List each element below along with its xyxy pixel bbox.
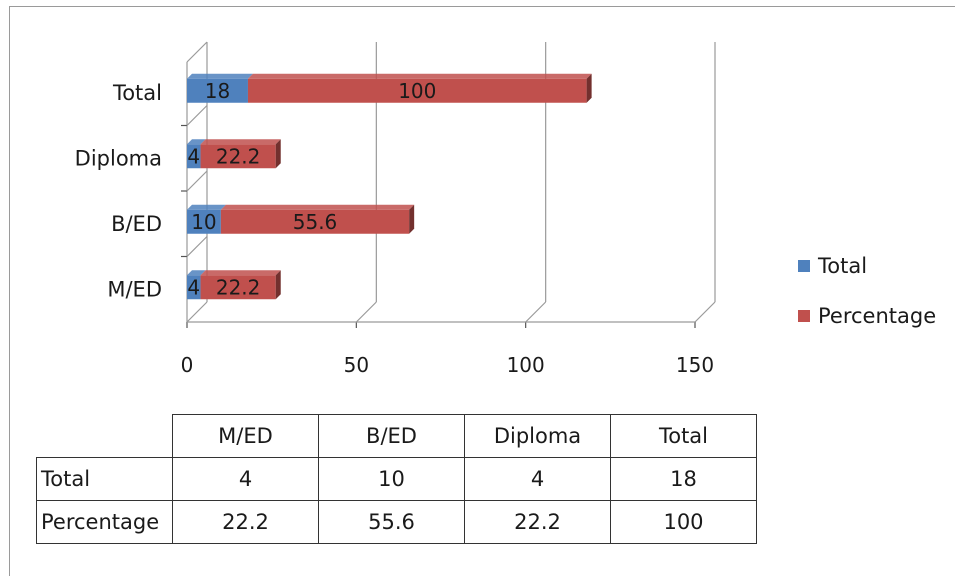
bar-total-b-ed: [187, 209, 221, 234]
chart-legend: Total Percentage: [798, 254, 936, 354]
table-cell: 22.2: [172, 500, 319, 544]
data-label: 55.6: [293, 210, 338, 234]
bar-percentage-m-ed: [200, 275, 276, 300]
grid-line: [694, 301, 716, 323]
bar-percentage-b-ed: [220, 209, 410, 234]
data-table: M/ED B/ED Diploma Total Total 4 10 4 18 …: [36, 414, 757, 544]
bar-top-face: [187, 204, 226, 210]
table-cell: 4: [172, 457, 319, 501]
data-label: 100: [398, 79, 436, 103]
table-row-label: Total: [36, 457, 173, 501]
grid-line: [186, 301, 208, 323]
bar-percentage-diploma: [200, 144, 276, 169]
table-cell: 18: [610, 457, 757, 501]
legend-label-total: Total: [818, 254, 868, 278]
data-label: 18: [205, 79, 230, 103]
grid-line: [186, 105, 208, 126]
bar-top-face: [200, 139, 281, 145]
table-cell: 100: [610, 500, 757, 544]
data-label: 10: [191, 210, 216, 234]
legend-item-total: Total: [798, 254, 936, 278]
data-label: 22.2: [216, 275, 261, 299]
table-cell: 22.2: [464, 500, 611, 544]
grid-line: [186, 41, 208, 63]
table-header-row: M/ED B/ED Diploma Total: [37, 414, 757, 458]
legend-label-percentage: Percentage: [818, 304, 937, 328]
table-cell: 55.6: [318, 500, 465, 544]
category-label: M/ED: [107, 277, 162, 301]
chart-frame: [9, 6, 955, 576]
grid-line: [355, 301, 377, 323]
x-tick-label: 100: [507, 353, 545, 377]
table-header-cell: Total: [610, 414, 757, 458]
bar-total-total: [187, 78, 248, 103]
bar-side-face: [586, 73, 592, 103]
x-tick-label: 0: [181, 353, 194, 377]
bar-total-diploma: [187, 144, 201, 169]
bar-side-face: [409, 204, 415, 234]
table-header-cell: M/ED: [172, 414, 319, 458]
bar-side-face: [275, 270, 281, 300]
data-label: 4: [187, 275, 200, 299]
bar-top-face: [247, 73, 592, 79]
bar-side-face: [275, 139, 281, 169]
table-row-label: Percentage: [36, 500, 173, 544]
table-cell: 10: [318, 457, 465, 501]
legend-swatch-total: [798, 260, 810, 272]
category-label: Total: [112, 81, 162, 105]
table-row: Total 4 10 4 18: [36, 457, 757, 501]
bar-total-m-ed: [187, 275, 201, 300]
table-header-cell: Diploma: [464, 414, 611, 458]
grid-line: [186, 170, 208, 192]
x-tick-label: 50: [344, 353, 369, 377]
table-corner: [37, 415, 173, 458]
bar-top-face: [187, 73, 253, 79]
chart-bars: [187, 73, 592, 300]
bar-top-face: [187, 139, 206, 145]
category-label: B/ED: [111, 212, 162, 236]
bar-top-face: [187, 270, 206, 276]
category-label: Diploma: [75, 146, 162, 170]
chart-labels: 0 50 100 150 4 22.2 M/ED 10 55.6 B/ED 4 22.2 Diploma…: [75, 79, 714, 377]
data-label: 4: [187, 144, 200, 168]
bar-top-face: [220, 204, 415, 210]
table-row: Percentage 22.2 55.6 22.2 100: [36, 500, 757, 544]
grid-line: [186, 236, 208, 257]
table-cell: 4: [464, 457, 611, 501]
bar-top-face: [200, 270, 281, 276]
x-tick-label: 150: [676, 353, 714, 377]
legend-swatch-percentage: [798, 310, 810, 322]
legend-item-percentage: Percentage: [798, 304, 936, 328]
data-label: 22.2: [216, 144, 261, 168]
grid-line: [525, 301, 547, 323]
bar-percentage-total: [247, 78, 587, 103]
table-header-cell: B/ED: [318, 414, 465, 458]
